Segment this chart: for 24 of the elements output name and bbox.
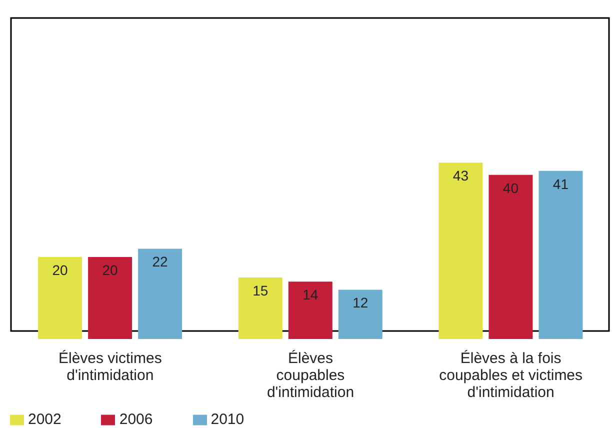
legend-label: 2002 bbox=[28, 411, 62, 428]
bar bbox=[238, 277, 282, 339]
data-label: 40 bbox=[502, 180, 519, 196]
bar bbox=[538, 170, 583, 339]
data-label: 12 bbox=[352, 294, 368, 311]
data-label: 22 bbox=[152, 254, 168, 270]
bar bbox=[488, 174, 533, 339]
legend-label: 2006 bbox=[119, 411, 153, 428]
x-tick-label: Élèves à la fois coupables et victimes d'intimidation bbox=[439, 349, 583, 401]
data-label: 15 bbox=[252, 282, 268, 298]
bar bbox=[138, 248, 182, 339]
x-tick-label: Élèves coupables d'intimidation bbox=[266, 349, 354, 401]
bar bbox=[338, 290, 382, 339]
data-label: 14 bbox=[302, 286, 318, 303]
legend-label: 2010 bbox=[210, 411, 244, 428]
data-label: 43 bbox=[452, 168, 469, 184]
data-label: 20 bbox=[102, 262, 118, 278]
bar bbox=[288, 282, 332, 339]
bar bbox=[88, 256, 132, 339]
bar bbox=[438, 162, 483, 339]
bar bbox=[38, 256, 82, 339]
x-tick-label: Élèves victimes d'intimidation bbox=[58, 349, 162, 384]
data-label: 41 bbox=[552, 176, 569, 192]
data-label: 20 bbox=[52, 262, 68, 278]
